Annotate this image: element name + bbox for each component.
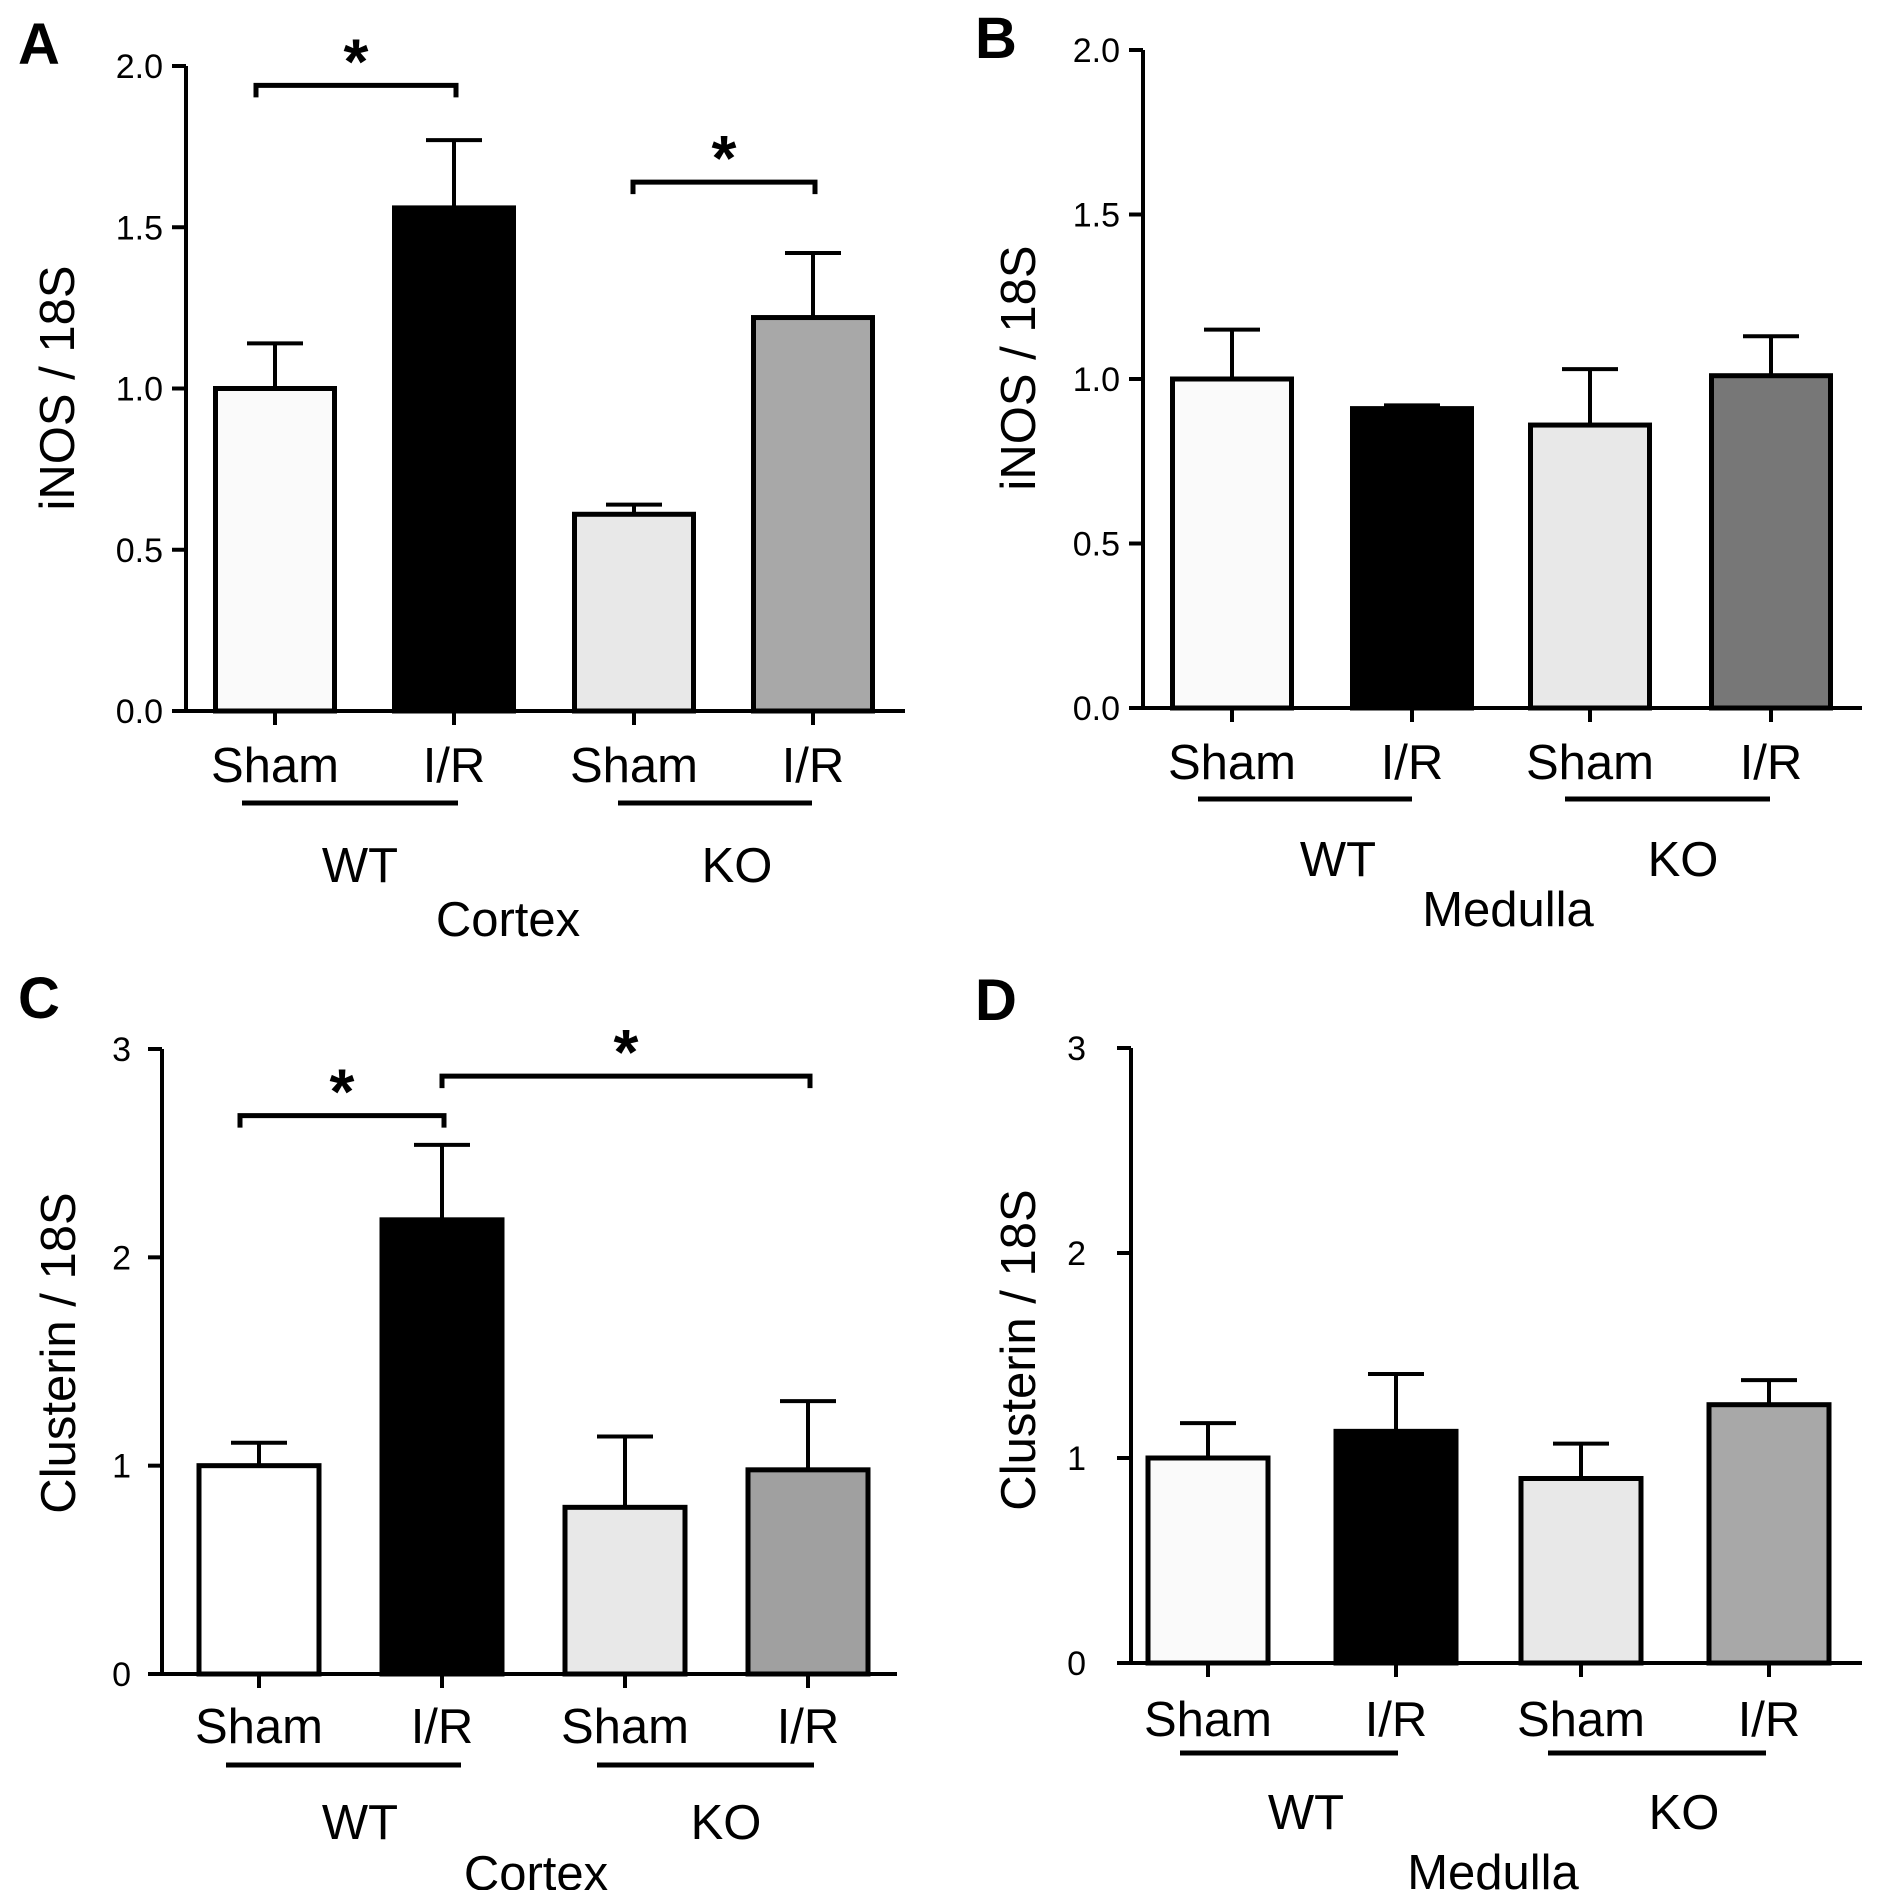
y-axis-label: iNOS / 18S	[992, 245, 1046, 490]
x-tick-label: I/R	[777, 1700, 840, 1754]
y-tick-label: 2	[112, 1239, 131, 1277]
x-tick-label: I/R	[1381, 736, 1444, 790]
significance-bracket	[253, 82, 459, 98]
y-tick-label: 2.0	[1073, 32, 1120, 70]
y-tick-label: 1	[1067, 1440, 1086, 1478]
bar	[1170, 376, 1294, 711]
y-tick-label: 0.0	[116, 693, 163, 731]
bar	[745, 1467, 871, 1677]
y-tick-label: 0.0	[1073, 690, 1120, 728]
bar	[379, 1217, 505, 1677]
y-tick-label: 1.0	[1073, 361, 1120, 399]
group-label: WT	[322, 839, 398, 893]
x-tick-label: I/R	[423, 739, 486, 793]
x-tick-label: Sham	[570, 739, 698, 793]
panel-letter: C	[18, 966, 60, 1031]
y-tick-label: 1.5	[1073, 197, 1120, 235]
y-tick-label: 2	[1067, 1235, 1086, 1273]
x-tick-label: Sham	[211, 739, 339, 793]
group-label: WT	[322, 1796, 398, 1850]
bar	[572, 511, 696, 714]
y-tick-label: 1.5	[116, 209, 163, 247]
x-tick-label: I/R	[1365, 1693, 1428, 1747]
y-tick-label: 0.5	[1073, 526, 1120, 564]
significance-bracket	[237, 1113, 447, 1128]
region-label: Medulla	[1407, 1846, 1579, 1890]
group-label: WT	[1268, 1786, 1344, 1840]
y-tick-label: 2.0	[116, 48, 163, 86]
y-tick-label: 0.5	[116, 532, 163, 570]
bar	[1145, 1455, 1271, 1666]
bar	[1709, 373, 1833, 711]
bar	[1528, 422, 1652, 711]
significance-bracket	[439, 1073, 813, 1089]
x-tick-label: Sham	[1168, 736, 1296, 790]
panel-a: A 0.0 0.5 1.0 1.5 2.0 Sham I/R Sham I/R WT KO Cortex…	[18, 12, 905, 947]
bar	[1350, 406, 1474, 711]
panel-letter: D	[975, 968, 1017, 1033]
bar	[1706, 1402, 1832, 1666]
bar	[562, 1504, 688, 1677]
group-label: WT	[1300, 833, 1376, 887]
x-tick-label: I/R	[1740, 736, 1803, 790]
y-axis-label: iNOS / 18S	[31, 265, 85, 510]
region-label: Cortex	[464, 1847, 608, 1890]
group-label: KO	[1649, 1786, 1720, 1840]
group-label: KO	[1648, 833, 1719, 887]
x-tick-label: Sham	[1517, 1693, 1645, 1747]
group-label: KO	[691, 1796, 762, 1850]
bar	[213, 386, 337, 714]
x-tick-label: Sham	[195, 1700, 323, 1754]
bar	[751, 315, 875, 714]
region-label: Cortex	[436, 893, 580, 947]
x-tick-label: Sham	[561, 1700, 689, 1754]
y-tick-label: 0	[112, 1656, 131, 1694]
significance-star: *	[344, 25, 369, 97]
bar	[1518, 1476, 1644, 1666]
bar	[196, 1463, 322, 1677]
x-tick-label: I/R	[782, 739, 845, 793]
panel-d: D 0 1 2 3 Sham I/R Sham I/R WT KO Medulla Clusterin …	[975, 968, 1862, 1890]
significance-star: *	[330, 1056, 355, 1128]
bar	[1333, 1428, 1459, 1666]
y-tick-label: 0	[1067, 1645, 1086, 1683]
x-tick-label: Sham	[1144, 1693, 1272, 1747]
y-tick-label: 3	[112, 1031, 131, 1069]
y-axis-label: Clusterin / 18S	[32, 1192, 86, 1513]
y-tick-label: 1	[112, 1448, 131, 1486]
significance-star: *	[712, 122, 737, 194]
significance-star: *	[614, 1016, 639, 1088]
x-tick-label: I/R	[1738, 1693, 1801, 1747]
x-tick-label: Sham	[1526, 736, 1654, 790]
panel-letter: B	[975, 6, 1017, 71]
region-label: Medulla	[1422, 883, 1594, 937]
x-tick-label: I/R	[411, 1700, 474, 1754]
significance-bracket	[630, 179, 818, 195]
y-tick-label: 3	[1067, 1030, 1086, 1068]
group-label: KO	[702, 839, 773, 893]
y-axis-label: Clusterin / 18S	[992, 1189, 1046, 1510]
y-tick-label: 1.0	[116, 371, 163, 409]
bar	[392, 205, 516, 714]
panel-letter: A	[18, 12, 60, 77]
